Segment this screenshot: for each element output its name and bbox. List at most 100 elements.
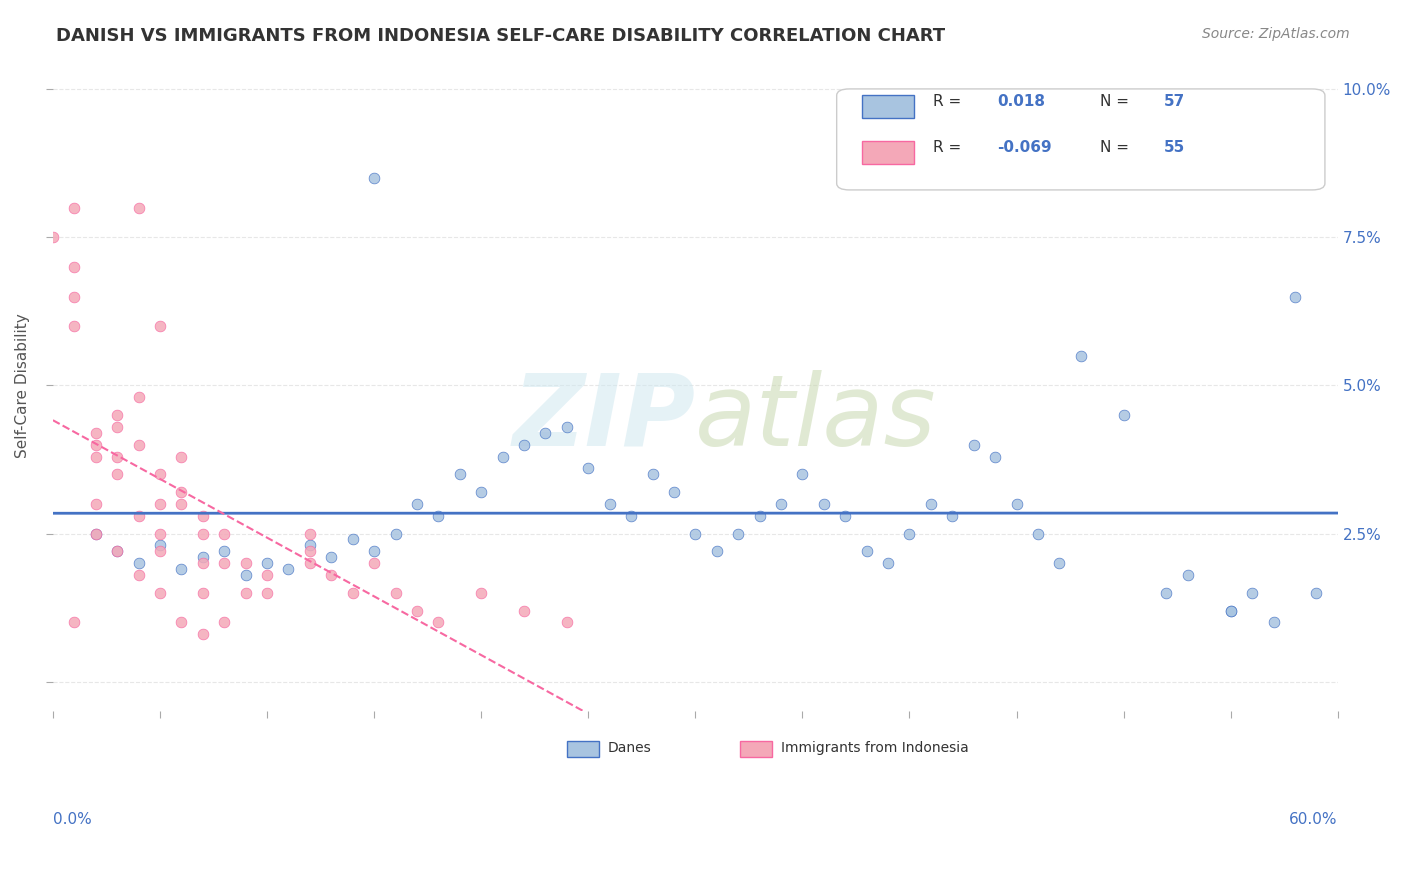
Point xyxy=(235,568,257,582)
Point xyxy=(534,425,557,440)
Text: 55: 55 xyxy=(1164,140,1185,155)
Point xyxy=(298,544,321,558)
Point xyxy=(84,450,107,464)
Point xyxy=(256,586,278,600)
Point xyxy=(920,497,942,511)
FancyBboxPatch shape xyxy=(567,740,599,757)
Point xyxy=(63,319,86,334)
Point xyxy=(449,467,471,482)
Text: 0.0%: 0.0% xyxy=(53,812,91,827)
Point xyxy=(170,497,193,511)
Point xyxy=(128,390,150,404)
Point xyxy=(898,526,921,541)
Point xyxy=(706,544,728,558)
Point xyxy=(191,556,214,570)
Text: N =: N = xyxy=(1099,95,1135,110)
Text: N =: N = xyxy=(1099,140,1135,155)
Point xyxy=(298,526,321,541)
Point xyxy=(298,538,321,552)
Point xyxy=(191,627,214,641)
Point xyxy=(406,497,429,511)
Point xyxy=(470,586,492,600)
Point xyxy=(941,508,963,523)
Point xyxy=(212,526,235,541)
Point xyxy=(191,586,214,600)
Point xyxy=(620,508,643,523)
Point xyxy=(277,562,299,576)
FancyBboxPatch shape xyxy=(741,740,772,757)
Point xyxy=(128,556,150,570)
Point xyxy=(342,586,364,600)
Point xyxy=(1005,497,1028,511)
Text: atlas: atlas xyxy=(696,369,936,467)
FancyBboxPatch shape xyxy=(837,89,1324,190)
Point xyxy=(555,615,578,630)
Point xyxy=(1047,556,1070,570)
Point xyxy=(769,497,792,511)
FancyBboxPatch shape xyxy=(862,95,914,119)
Point xyxy=(513,438,536,452)
Point xyxy=(877,556,900,570)
Point xyxy=(1263,615,1285,630)
Text: Danes: Danes xyxy=(607,741,652,756)
Point xyxy=(363,556,385,570)
Point xyxy=(170,562,193,576)
Point xyxy=(1070,349,1092,363)
Point xyxy=(149,586,172,600)
Point xyxy=(384,526,406,541)
Point xyxy=(235,586,257,600)
Text: 57: 57 xyxy=(1164,95,1185,110)
Point xyxy=(792,467,814,482)
Point xyxy=(1112,408,1135,422)
Point xyxy=(1219,603,1241,617)
Point xyxy=(235,556,257,570)
Point xyxy=(641,467,664,482)
Point xyxy=(298,556,321,570)
Point xyxy=(149,467,172,482)
Point xyxy=(748,508,770,523)
Point xyxy=(149,538,172,552)
Text: 0.018: 0.018 xyxy=(997,95,1045,110)
Point xyxy=(427,508,450,523)
Point xyxy=(105,544,128,558)
Point xyxy=(84,526,107,541)
Point xyxy=(105,450,128,464)
Point xyxy=(855,544,877,558)
Point xyxy=(105,408,128,422)
Point xyxy=(813,497,835,511)
Point xyxy=(256,568,278,582)
Point xyxy=(63,260,86,274)
Point xyxy=(212,556,235,570)
Point xyxy=(363,544,385,558)
Point xyxy=(63,289,86,303)
Point xyxy=(599,497,621,511)
Point xyxy=(834,508,856,523)
Text: -0.069: -0.069 xyxy=(997,140,1052,155)
Point xyxy=(128,201,150,215)
Point xyxy=(170,615,193,630)
Point xyxy=(84,438,107,452)
Y-axis label: Self-Care Disability: Self-Care Disability xyxy=(15,313,30,458)
Point xyxy=(256,556,278,570)
Point xyxy=(191,550,214,565)
Point xyxy=(363,171,385,186)
Point xyxy=(470,485,492,500)
Point xyxy=(1305,586,1327,600)
Point xyxy=(149,544,172,558)
Point xyxy=(149,526,172,541)
Point xyxy=(105,420,128,434)
Point xyxy=(63,201,86,215)
Point xyxy=(128,568,150,582)
Point xyxy=(1026,526,1049,541)
Point xyxy=(491,450,513,464)
Text: R =: R = xyxy=(934,140,966,155)
Point xyxy=(63,615,86,630)
Point xyxy=(406,603,429,617)
Text: Source: ZipAtlas.com: Source: ZipAtlas.com xyxy=(1202,27,1350,41)
Point xyxy=(212,615,235,630)
Point xyxy=(1219,603,1241,617)
Point xyxy=(555,420,578,434)
Text: DANISH VS IMMIGRANTS FROM INDONESIA SELF-CARE DISABILITY CORRELATION CHART: DANISH VS IMMIGRANTS FROM INDONESIA SELF… xyxy=(56,27,945,45)
Text: Immigrants from Indonesia: Immigrants from Indonesia xyxy=(782,741,969,756)
Point xyxy=(576,461,599,475)
